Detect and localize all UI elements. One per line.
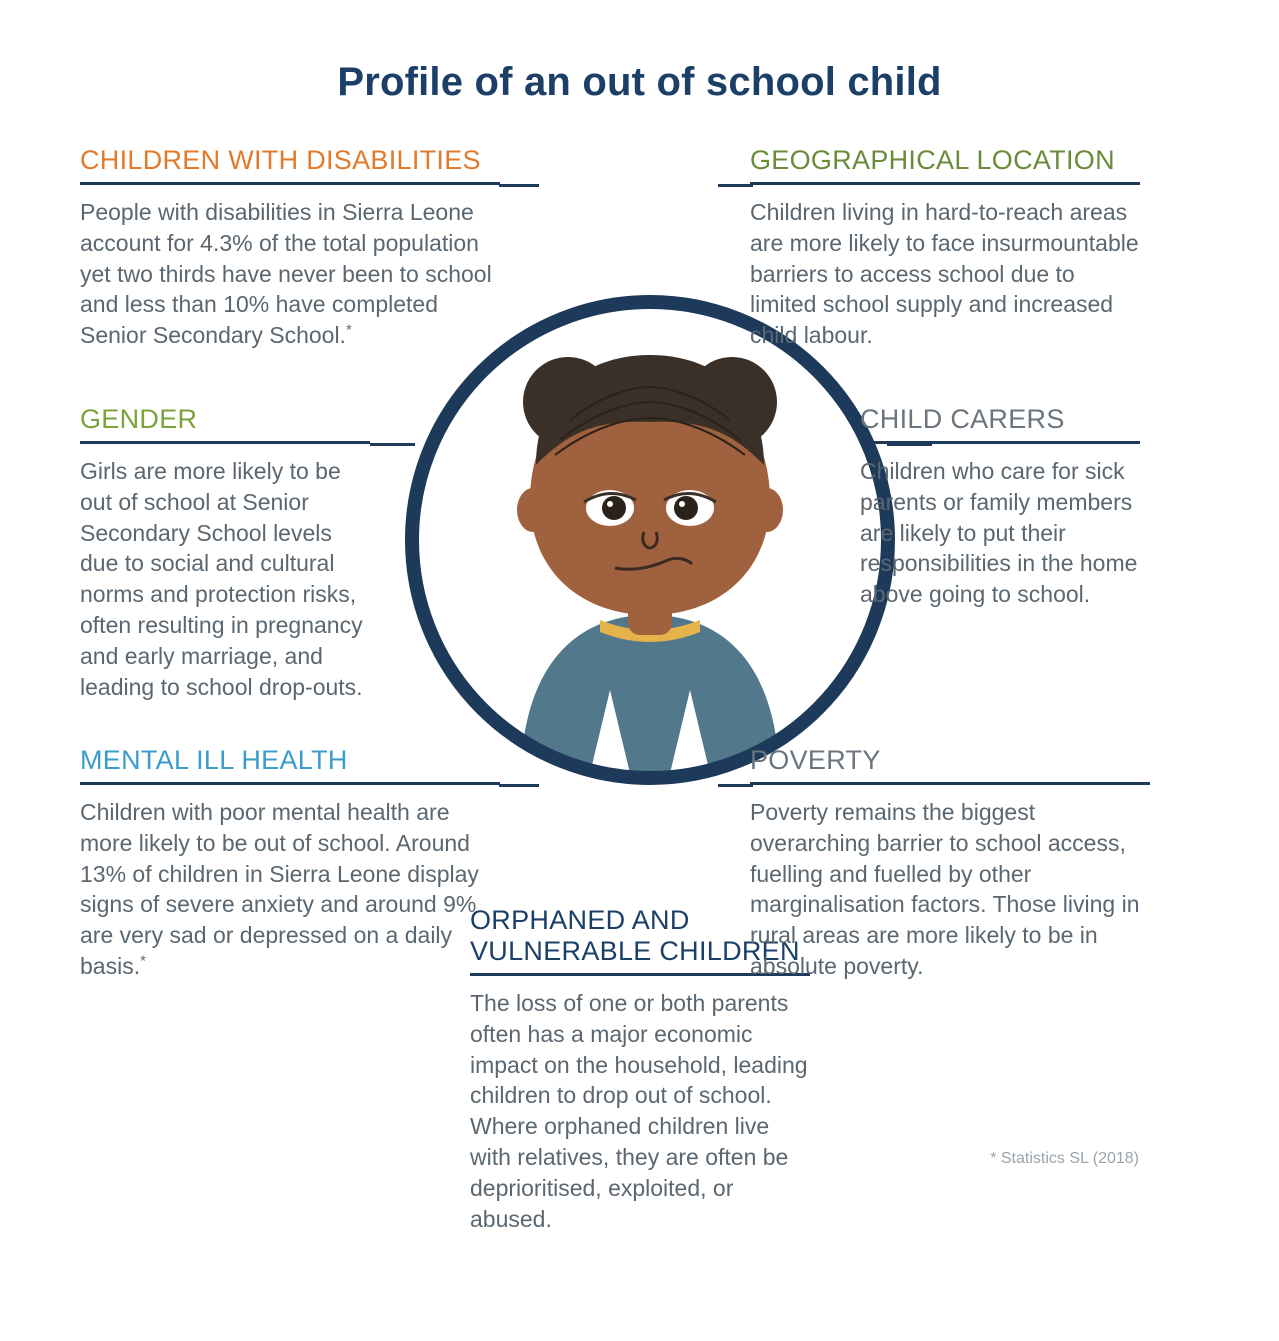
body-poverty: Poverty remains the biggest overarching … (750, 797, 1150, 982)
section-poverty: POVERTY Poverty remains the biggest overa… (750, 745, 1150, 982)
child-svg (400, 290, 900, 790)
ear-right (751, 488, 783, 532)
connector-2 (370, 443, 415, 446)
section-gender: GENDER Girls are more likely to be out of… (80, 404, 370, 703)
body-orphaned: The loss of one or both parents often ha… (470, 988, 810, 1235)
child-group (517, 355, 783, 790)
content-area: Profile of an out of school child (100, 45, 1179, 1145)
connector-0 (499, 184, 539, 187)
heading-carers: CHILD CARERS (860, 404, 1140, 444)
section-carers: CHILD CARERS Children who care for sick p… (860, 404, 1140, 610)
section-disabilities: CHILDREN WITH DISABILITIES People with di… (80, 145, 500, 351)
connector-4 (499, 784, 539, 787)
ear-left (517, 488, 549, 532)
body-mental: Children with poor mental health are mor… (80, 797, 500, 982)
connector-5 (718, 784, 753, 787)
section-geo: GEOGRAPHICAL LOCATION Children living in … (750, 145, 1140, 351)
child-illustration (400, 290, 900, 790)
heading-mental: MENTAL ILL HEALTH (80, 745, 500, 785)
body-carers: Children who care for sick parents or fa… (860, 456, 1140, 610)
connector-1 (718, 184, 753, 187)
footnote: * Statistics SL (2018) (990, 1150, 1139, 1168)
heading-gender: GENDER (80, 404, 370, 444)
heading-disabilities: CHILDREN WITH DISABILITIES (80, 145, 500, 185)
heading-poverty: POVERTY (750, 745, 1150, 785)
body-geo: Children living in hard-to-reach areas a… (750, 197, 1140, 351)
section-mental: MENTAL ILL HEALTH Children with poor ment… (80, 745, 500, 982)
page-title: Profile of an out of school child (100, 60, 1179, 105)
body-gender: Girls are more likely to be out of schoo… (80, 456, 370, 703)
body-disabilities: People with disabilities in Sierra Leone… (80, 197, 500, 351)
page-root: Profile of an out of school child (0, 0, 1279, 1341)
heading-geo: GEOGRAPHICAL LOCATION (750, 145, 1140, 185)
